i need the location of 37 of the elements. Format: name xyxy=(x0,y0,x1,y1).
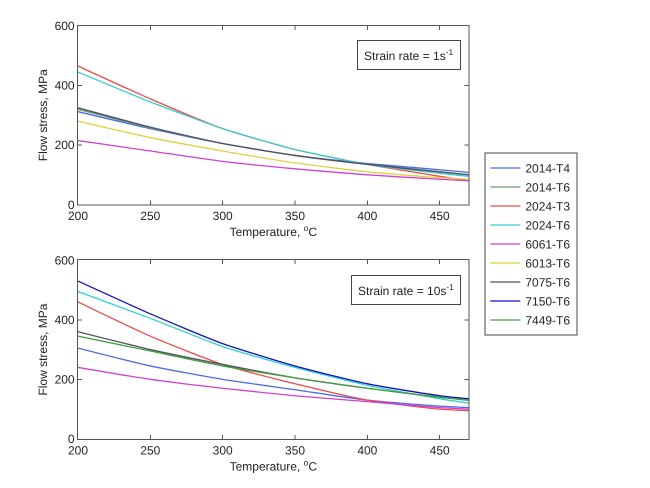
legend-label: 6013-T6 xyxy=(525,256,570,271)
annotation: Strain rate = 1s$^{-1}$ xyxy=(364,47,454,64)
line-series xyxy=(78,120,469,180)
y-axis-title: Flow stress, MPa xyxy=(36,303,50,396)
y-tick-label: 0 xyxy=(68,198,75,212)
legend-label: 7449-T6 xyxy=(525,314,570,328)
x-tick-label: 450 xyxy=(430,208,450,223)
x-tick-label: 300 xyxy=(212,208,233,223)
line-series xyxy=(78,366,469,410)
legend-label: 2024-T3 xyxy=(525,200,570,214)
x-tick-label: 250 xyxy=(140,443,161,458)
annotation: Strain rate = 10s$^{-1}$ xyxy=(358,282,454,298)
y-tick-label: 0 xyxy=(68,432,75,446)
line-series xyxy=(78,140,469,182)
legend-label: 2024-T6 xyxy=(525,218,570,233)
y-tick-label: 600 xyxy=(54,253,75,268)
y-axis-title: Flow stress, MPa xyxy=(36,68,50,162)
x-tick-label: 400 xyxy=(357,208,378,223)
x-axis-title: Temperature, $^{o}$C xyxy=(230,457,318,474)
legend-label: 7150-T6 xyxy=(525,294,570,309)
y-tick-label: 200 xyxy=(54,372,75,387)
legend-label: 2014-T6 xyxy=(525,180,570,195)
x-tick-label: 400 xyxy=(357,443,378,458)
y-tick-label: 600 xyxy=(54,19,75,34)
x-tick-label: 300 xyxy=(212,443,233,458)
x-tick-label: 250 xyxy=(140,208,161,223)
line-series xyxy=(78,347,469,408)
legend-label: 6061-T6 xyxy=(525,238,570,252)
legend-label: 7075-T6 xyxy=(525,276,570,290)
x-tick-label: 350 xyxy=(284,443,306,458)
y-tick-label: 200 xyxy=(54,138,75,152)
legend-label: 2014-T4 xyxy=(525,162,570,176)
x-axis-title: Temperature, $^{o}$C xyxy=(230,222,318,239)
y-tick-label: 400 xyxy=(54,78,75,93)
x-tick-label: 450 xyxy=(430,443,450,458)
y-tick-label: 400 xyxy=(54,312,75,327)
x-tick-label: 350 xyxy=(284,208,306,223)
